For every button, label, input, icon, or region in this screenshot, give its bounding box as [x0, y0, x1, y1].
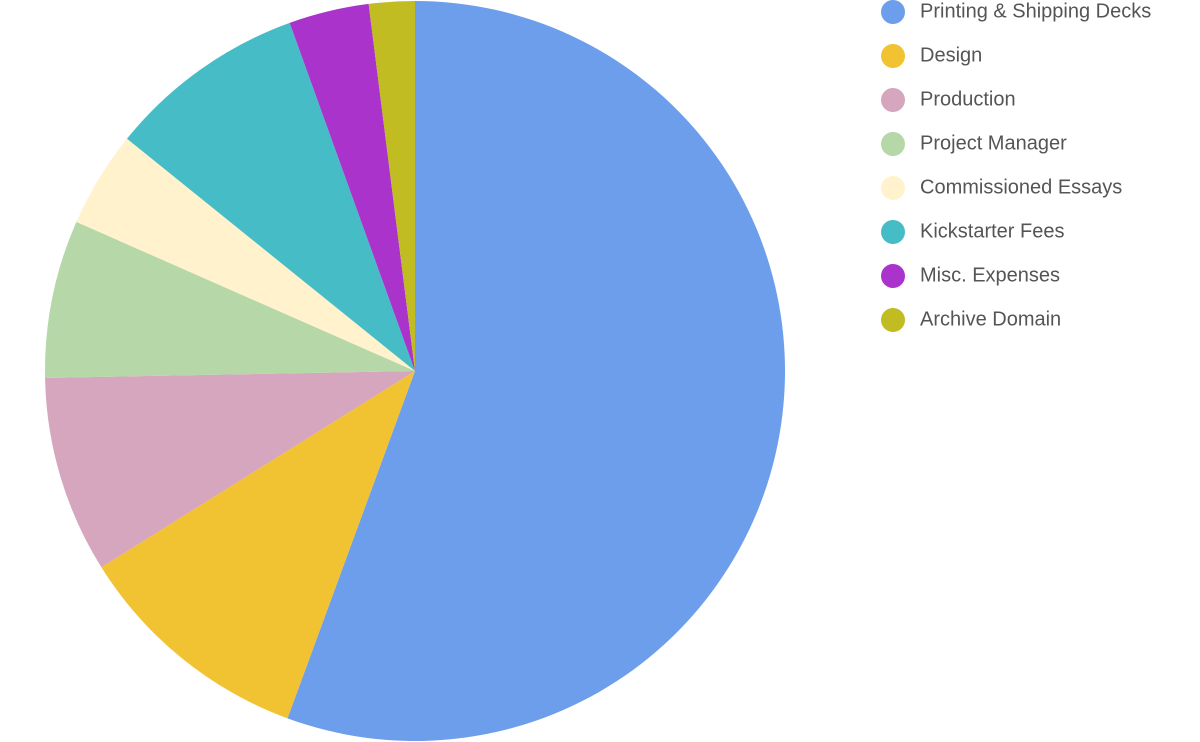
pie-slice [289, 3, 415, 371]
legend-label: Project Manager [920, 132, 1067, 154]
legend-swatch [881, 176, 905, 200]
pie-slice [287, 1, 785, 742]
pie-slice [44, 221, 415, 378]
pie-slice [101, 371, 415, 719]
legend-label: Archive Domain [920, 308, 1061, 330]
legend-swatch [881, 0, 905, 24]
legend-swatch [881, 264, 905, 288]
pie-slice [76, 138, 415, 371]
legend-label: Printing & Shipping Decks [920, 0, 1151, 22]
legend-label: Misc. Expenses [920, 264, 1060, 286]
pie-slice [126, 22, 416, 371]
legend-swatch [881, 88, 905, 112]
legend-label: Design [920, 44, 982, 66]
legend-label: Kickstarter Fees [920, 220, 1064, 242]
legend-label: Commissioned Essays [920, 176, 1122, 198]
legend-label: Production [920, 88, 1016, 110]
pie-slice [45, 371, 415, 568]
pie-slice [368, 1, 415, 371]
legend-swatch [881, 132, 905, 156]
legend-swatch [881, 220, 905, 244]
legend-swatch [881, 44, 905, 68]
legend-swatch [881, 308, 905, 332]
